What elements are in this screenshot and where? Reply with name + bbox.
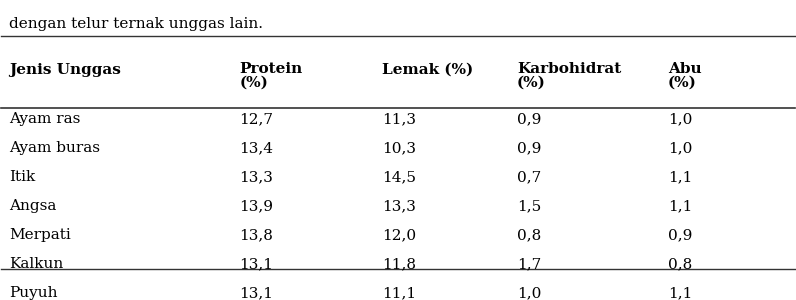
Text: (%): (%) xyxy=(240,76,268,90)
Text: Lemak (%): Lemak (%) xyxy=(382,62,474,76)
Text: 1,1: 1,1 xyxy=(668,199,692,213)
Text: Merpati: Merpati xyxy=(10,228,71,242)
Text: 13,9: 13,9 xyxy=(240,199,273,213)
Text: 0,7: 0,7 xyxy=(517,170,541,184)
Text: 11,1: 11,1 xyxy=(382,286,416,300)
Text: Jenis Unggas: Jenis Unggas xyxy=(10,64,121,77)
Text: Ayam buras: Ayam buras xyxy=(10,141,100,155)
Text: dengan telur ternak unggas lain.: dengan telur ternak unggas lain. xyxy=(10,16,263,31)
Text: 13,1: 13,1 xyxy=(240,286,273,300)
Text: 12,7: 12,7 xyxy=(240,112,273,126)
Text: Abu: Abu xyxy=(668,62,701,76)
Text: 13,8: 13,8 xyxy=(240,228,273,242)
Text: 1,0: 1,0 xyxy=(668,141,692,155)
Text: 13,1: 13,1 xyxy=(240,257,273,271)
Text: 10,3: 10,3 xyxy=(382,141,416,155)
Text: 1,1: 1,1 xyxy=(668,170,692,184)
Text: Karbohidrat: Karbohidrat xyxy=(517,62,621,76)
Text: Puyuh: Puyuh xyxy=(10,286,58,300)
Text: 0,8: 0,8 xyxy=(517,228,541,242)
Text: Angsa: Angsa xyxy=(10,199,57,213)
Text: Kalkun: Kalkun xyxy=(10,257,64,271)
Text: 13,3: 13,3 xyxy=(240,170,273,184)
Text: 0,9: 0,9 xyxy=(517,112,541,126)
Text: 1,0: 1,0 xyxy=(517,286,541,300)
Text: 11,8: 11,8 xyxy=(382,257,416,271)
Text: 13,4: 13,4 xyxy=(240,141,273,155)
Text: 12,0: 12,0 xyxy=(382,228,416,242)
Text: (%): (%) xyxy=(668,76,696,90)
Text: 0,9: 0,9 xyxy=(668,228,692,242)
Text: 11,3: 11,3 xyxy=(382,112,416,126)
Text: 1,7: 1,7 xyxy=(517,257,541,271)
Text: 0,9: 0,9 xyxy=(517,141,541,155)
Text: 13,3: 13,3 xyxy=(382,199,416,213)
Text: (%): (%) xyxy=(517,76,546,90)
Text: 0,8: 0,8 xyxy=(668,257,692,271)
Text: 1,0: 1,0 xyxy=(668,112,692,126)
Text: 1,1: 1,1 xyxy=(668,286,692,300)
Text: 14,5: 14,5 xyxy=(382,170,416,184)
Text: Itik: Itik xyxy=(10,170,36,184)
Text: 1,5: 1,5 xyxy=(517,199,541,213)
Text: Ayam ras: Ayam ras xyxy=(10,112,80,126)
Text: Protein: Protein xyxy=(240,62,302,76)
